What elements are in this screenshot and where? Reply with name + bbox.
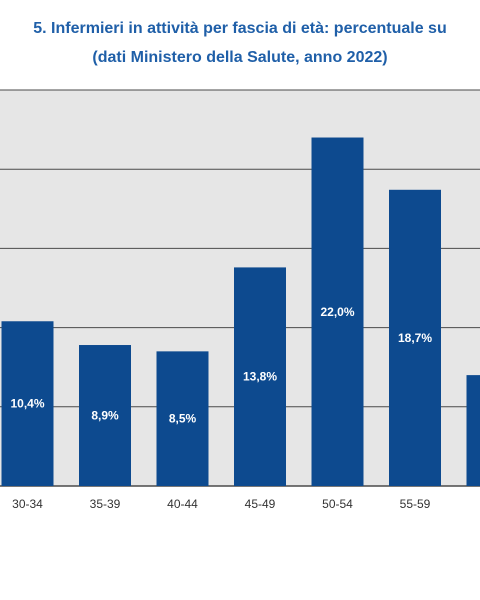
chart-subtitle: (dati Ministero della Salute, anno 2022): [92, 49, 388, 66]
bar-value-label: 10,4%: [10, 397, 44, 411]
bars: [1, 137, 480, 487]
bar-value-label: 22,0%: [320, 305, 354, 319]
x-tick-label: 45-49: [245, 497, 276, 511]
bar: [466, 375, 480, 486]
x-tick-label: 40-44: [167, 497, 198, 511]
x-tick-label: 55-59: [400, 497, 431, 511]
x-tick-label: 35-39: [90, 497, 121, 511]
data-labels: 10,4% 8,9% 8,5% 13,8% 22,0% 18,7%: [10, 305, 432, 426]
bar-value-label: 18,7%: [398, 331, 432, 345]
bar-value-label: 8,5%: [169, 412, 197, 426]
bar: [389, 189, 441, 487]
x-tick-label: 50-54: [322, 497, 353, 511]
bar-value-label: 13,8%: [243, 370, 277, 384]
bar: [156, 351, 209, 486]
bar: [234, 267, 286, 486]
chart-title: 5. Infermieri in attività per fascia di …: [33, 20, 447, 37]
bar-value-label: 8,9%: [91, 409, 119, 423]
x-tick-label: 30-34: [12, 497, 43, 511]
bar: [1, 321, 54, 486]
bar: [79, 345, 131, 486]
bar: [311, 137, 364, 486]
